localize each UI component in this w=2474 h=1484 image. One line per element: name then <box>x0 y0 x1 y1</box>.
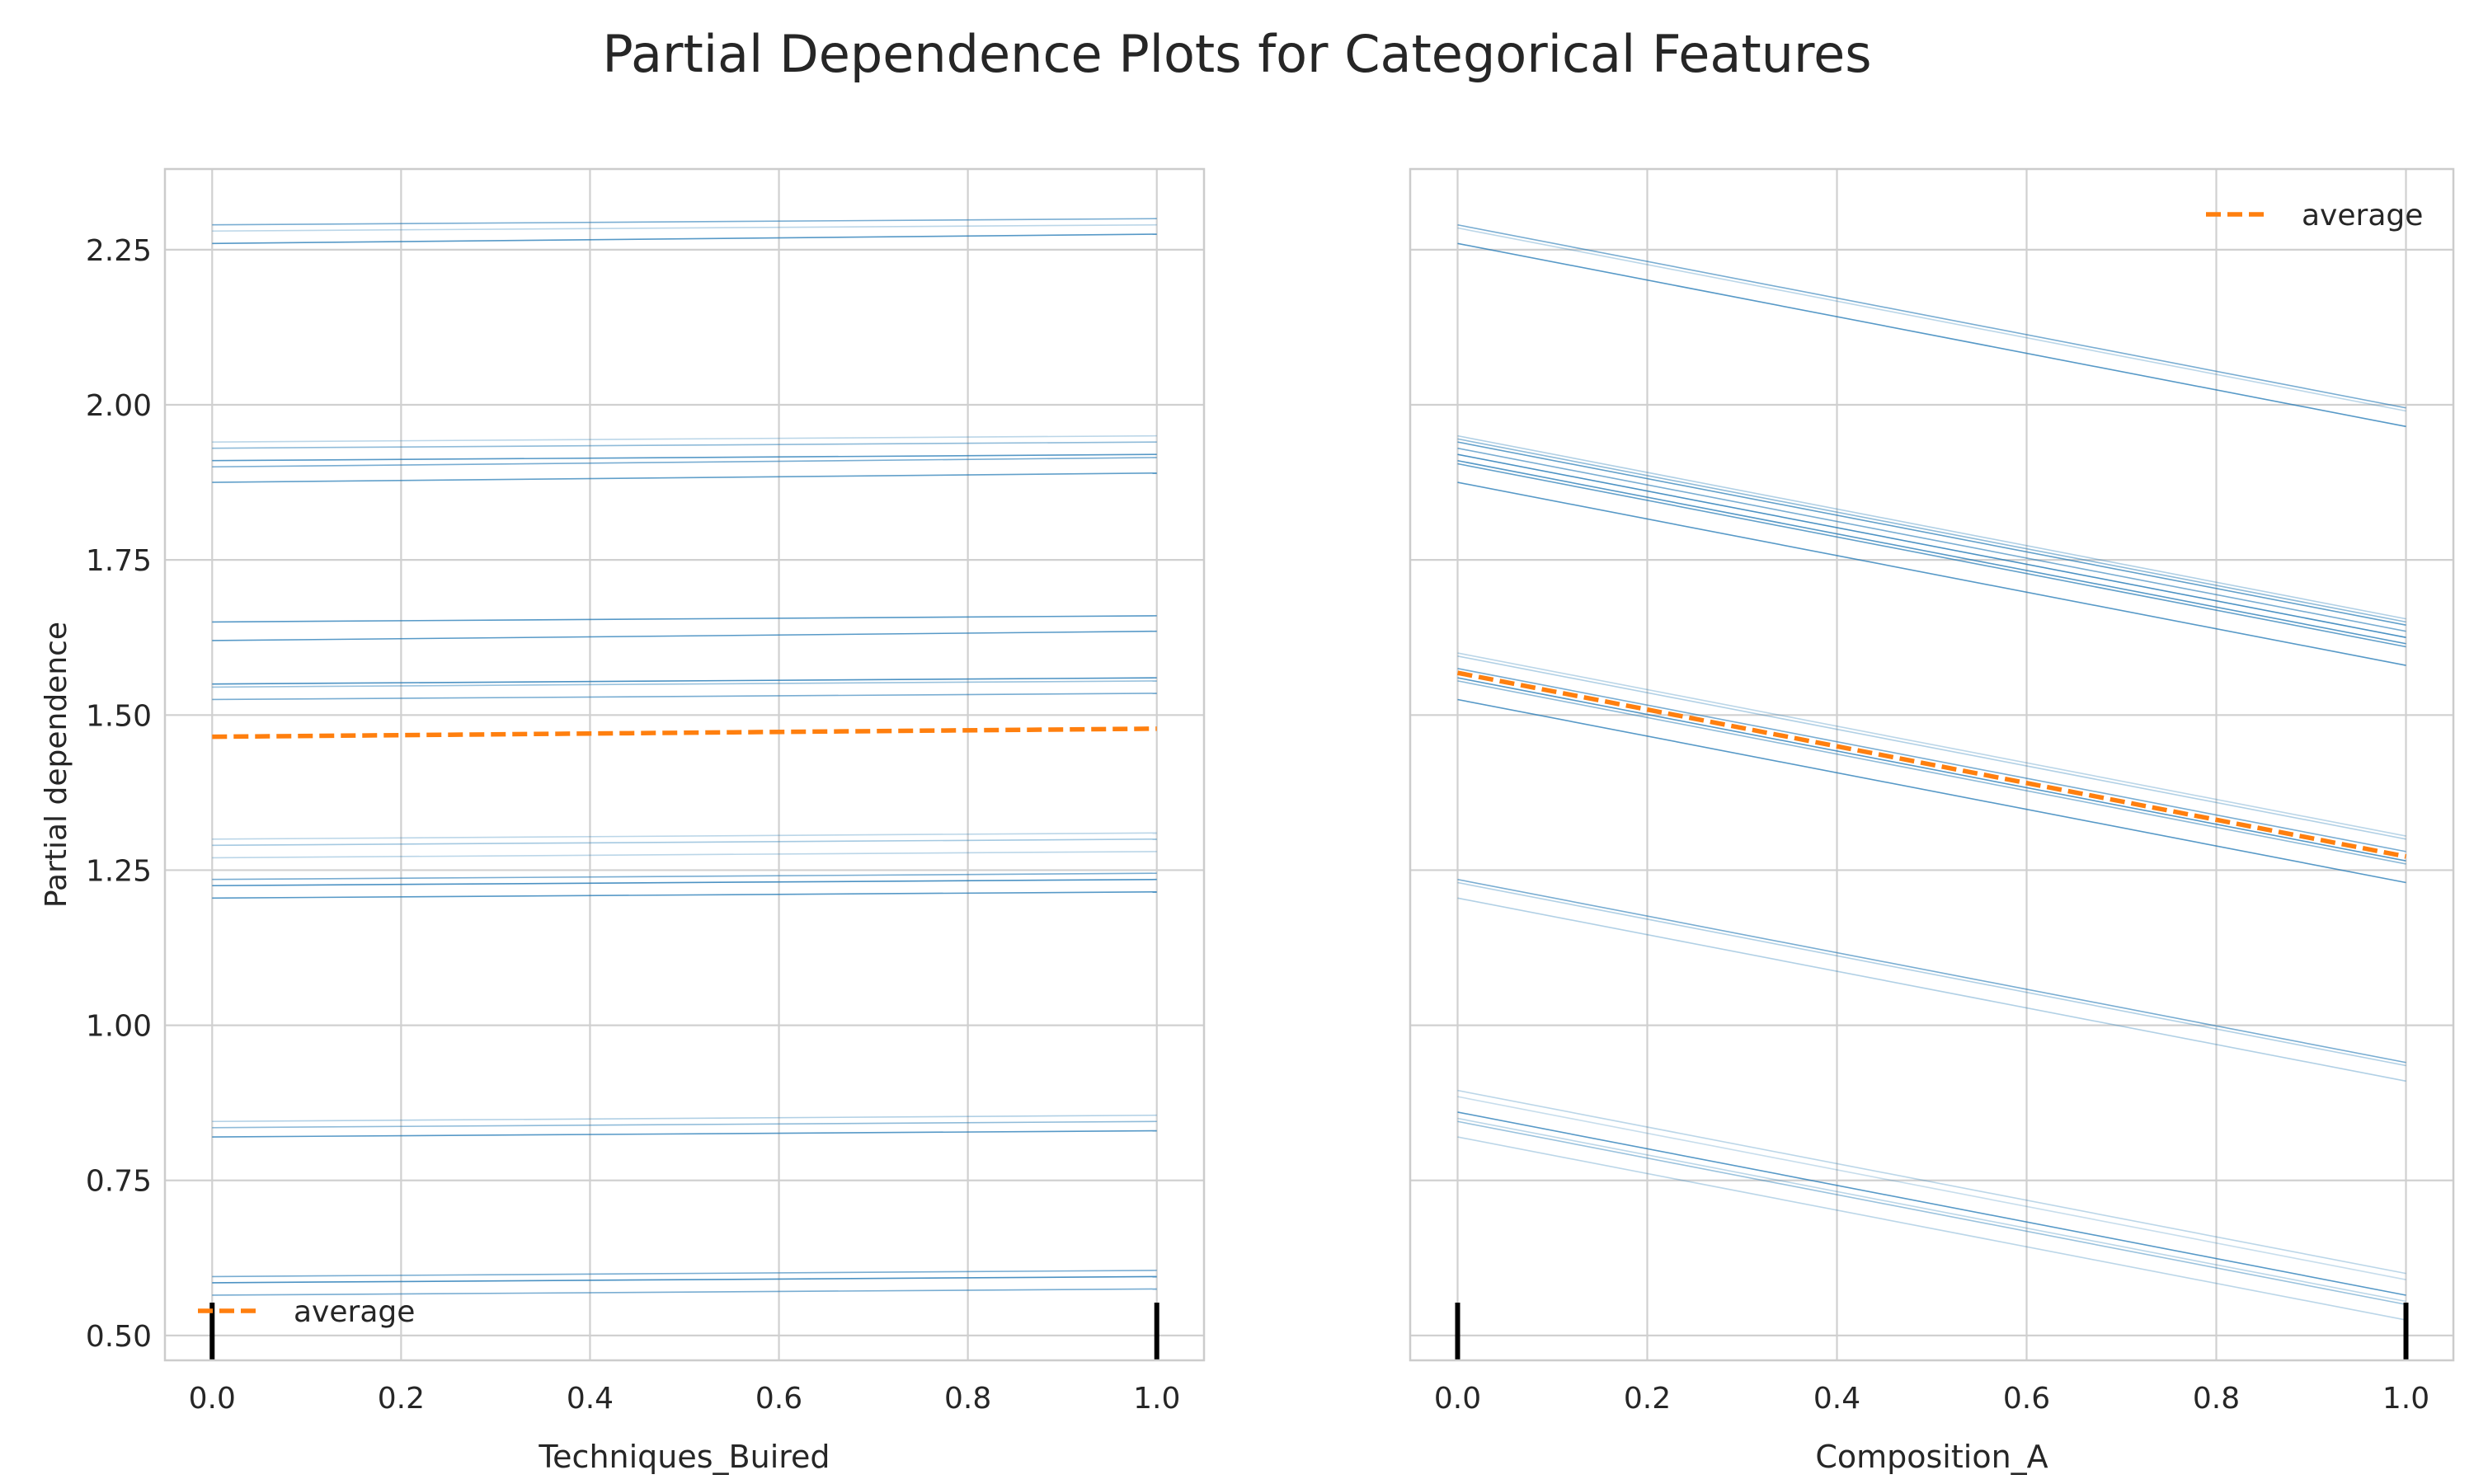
ice-line <box>212 851 1157 859</box>
x-axis-label: Composition_A <box>1815 1439 2048 1475</box>
x-tick-label: 0.6 <box>2003 1382 2050 1416</box>
ice-line <box>1457 878 2406 1064</box>
ice-line <box>1457 655 2406 840</box>
ice-line <box>1457 677 2406 862</box>
x-tick-label: 0.2 <box>1624 1382 1671 1416</box>
ice-line <box>1457 881 2406 1067</box>
x-axis-label: Techniques_Buired <box>538 1439 830 1475</box>
x-tick-label: 0.8 <box>944 1382 991 1416</box>
legend-label: average <box>294 1295 415 1329</box>
ice-line <box>1457 897 2406 1082</box>
legend: average <box>2206 199 2423 232</box>
ice-line <box>212 1288 1157 1296</box>
ice-line <box>212 677 1157 685</box>
ice-line <box>1457 1136 2406 1321</box>
ice-line <box>212 218 1157 226</box>
ice-line <box>1457 1120 2406 1306</box>
x-tick-label: 0.6 <box>755 1382 802 1416</box>
ice-line <box>1457 453 2406 639</box>
ice-line <box>212 832 1157 840</box>
ice-line <box>1457 438 2406 623</box>
x-tick-label: 0.0 <box>1434 1382 1481 1416</box>
ice-line <box>212 457 1157 468</box>
x-tick-label: 0.2 <box>378 1382 425 1416</box>
pdp-panel-2: 0.0 0.2 0.4 0.6 0.8 1.0 Composition_A average <box>1409 167 2455 1475</box>
ice-line <box>1457 434 2406 620</box>
y-tick-label: 1.00 <box>86 1010 152 1044</box>
average-line <box>1456 670 2407 859</box>
ice-line <box>1457 652 2406 837</box>
y-tick-label: 2.25 <box>86 234 152 268</box>
ice-line <box>212 453 1157 462</box>
ice-line <box>1457 481 2406 666</box>
ice-line <box>212 434 1157 443</box>
ice-line <box>212 878 1157 887</box>
y-tick-label: 0.50 <box>86 1320 152 1354</box>
ice-line <box>212 1114 1157 1123</box>
x-tick-label: 0.4 <box>1813 1382 1860 1416</box>
ice-line <box>212 1129 1157 1138</box>
ice-line <box>212 615 1157 623</box>
y-axis-label: Partial dependence <box>40 622 73 908</box>
y-tick-label: 1.75 <box>86 544 152 578</box>
y-tick-label: 1.25 <box>86 854 152 888</box>
figure-title: Partial Dependence Plots for Categorical… <box>602 24 1872 84</box>
ice-line <box>212 680 1157 688</box>
ice-line <box>1457 242 2406 428</box>
axes-frame <box>1409 167 2455 1362</box>
y-tick-label: 1.50 <box>86 699 152 733</box>
ice-line <box>1457 680 2406 865</box>
x-tick-label: 0.4 <box>567 1382 614 1416</box>
ice-line <box>1457 227 2406 412</box>
ice-line <box>1457 441 2406 626</box>
ice-line <box>1457 463 2406 648</box>
ice-line <box>1457 698 2406 884</box>
ice-line <box>212 872 1157 881</box>
pdp-panel-1: 0.0 0.2 0.4 0.6 0.8 1.0 0.50 0.75 1.00 1.25 1.50 1.… <box>40 167 1206 1475</box>
x-tick-label: 0.8 <box>2193 1382 2240 1416</box>
ice-line <box>1457 1089 2406 1275</box>
ice-line <box>1457 223 2406 409</box>
ice-line <box>212 472 1157 483</box>
ice-line <box>212 1270 1157 1278</box>
ice-line <box>1457 668 2406 852</box>
ice-line <box>1457 459 2406 645</box>
ice-line <box>1457 1096 2406 1280</box>
ice-line <box>212 233 1157 245</box>
ice-line <box>1457 447 2406 632</box>
y-tick-label: 2.00 <box>86 389 152 423</box>
ice-line <box>212 693 1157 701</box>
ice-line <box>212 1275 1157 1284</box>
legend-label: average <box>2302 199 2423 232</box>
ice-line <box>212 890 1157 899</box>
x-tick-label: 1.0 <box>2382 1382 2429 1416</box>
ice-line <box>1457 1117 2406 1303</box>
average-line <box>212 726 1157 740</box>
ice-line <box>212 441 1157 449</box>
ice-line <box>212 630 1157 641</box>
x-tick-label: 1.0 <box>1133 1382 1180 1416</box>
legend: average <box>198 1295 415 1329</box>
y-tick-label: 0.75 <box>86 1165 152 1199</box>
ice-line <box>212 223 1157 232</box>
axes-frame <box>163 167 1206 1362</box>
ice-line <box>212 1120 1157 1129</box>
ice-line <box>212 838 1157 847</box>
x-tick-label: 0.0 <box>189 1382 236 1416</box>
ice-line <box>1457 1111 2406 1296</box>
